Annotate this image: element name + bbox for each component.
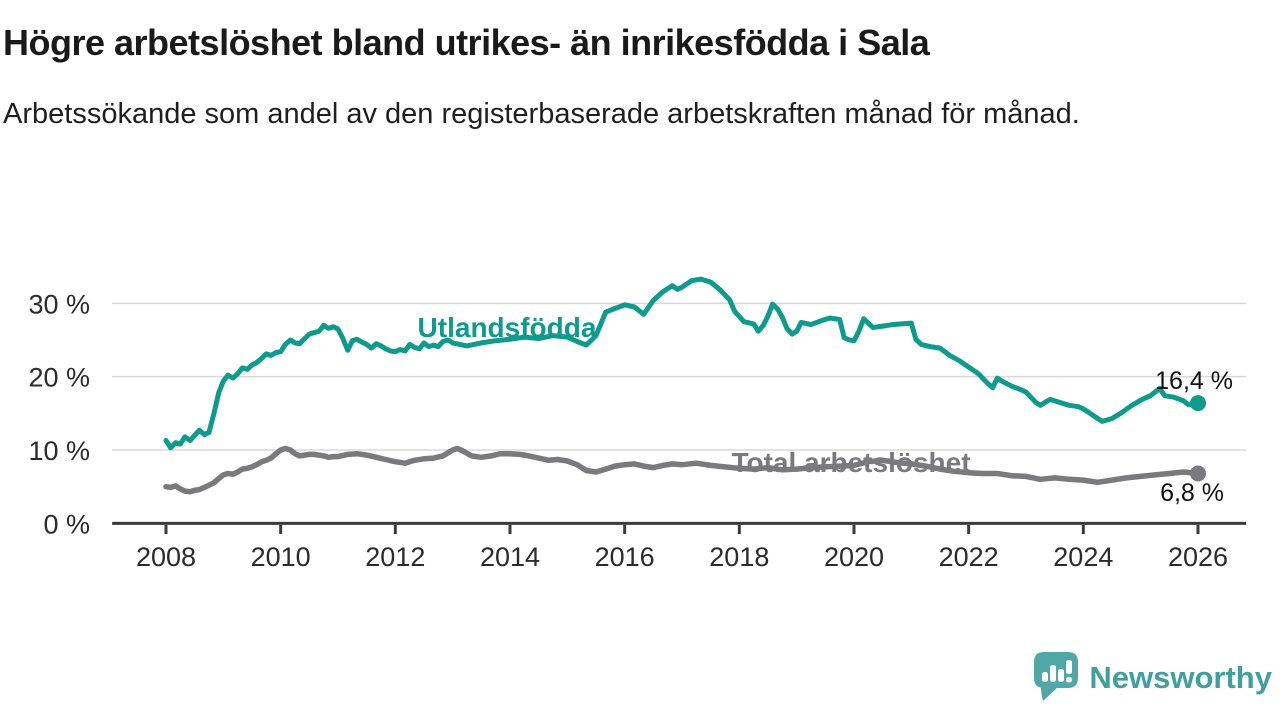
x-tick-label: 2018 bbox=[709, 542, 769, 572]
x-tick-label: 2024 bbox=[1053, 542, 1113, 572]
newsworthy-logo: Newsworthy bbox=[1033, 648, 1272, 708]
newsworthy-logo-text: Newsworthy bbox=[1089, 660, 1272, 695]
x-tick-label: 2022 bbox=[939, 542, 999, 572]
line-series-1 bbox=[163, 445, 1201, 495]
end-value-label-total: 6,8 % bbox=[1160, 479, 1224, 507]
x-tick-label: 2026 bbox=[1168, 542, 1228, 572]
end-dot-series-1 bbox=[1189, 465, 1206, 482]
x-tick-label: 2012 bbox=[365, 542, 425, 572]
y-tick-label: 20 % bbox=[28, 363, 90, 393]
chart-axes-and-lines: 0 % 10 % 20 % 30 % 2008 2010 2012 2014 2016 2018 2… bbox=[28, 276, 1247, 572]
chart-subtitle: Arbetssökande som andel av den registerb… bbox=[3, 98, 1080, 130]
y-tick-label: 0 % bbox=[43, 509, 90, 539]
x-tick-label: 2010 bbox=[251, 542, 311, 572]
chart-header: Högre arbetslöshet bland utrikes- än inr… bbox=[3, 22, 1233, 135]
x-tick-label: 2020 bbox=[824, 542, 884, 572]
end-dot-series-0 bbox=[1189, 395, 1206, 412]
chart-annotations: Utlandsfödda Total arbetslöshet 16,4 % 6… bbox=[418, 312, 1233, 507]
y-tick-label: 30 % bbox=[28, 289, 90, 319]
newsworthy-logo-icon bbox=[1034, 652, 1079, 701]
line-series-0 bbox=[163, 276, 1201, 451]
y-tick-label: 10 % bbox=[28, 436, 90, 466]
x-tick-label: 2014 bbox=[480, 542, 540, 572]
chart-title: Högre arbetslöshet bland utrikes- än inr… bbox=[3, 22, 930, 63]
series-label-utlandsfodda: Utlandsfödda bbox=[418, 312, 597, 343]
end-value-label-utlandsfodda: 16,4 % bbox=[1155, 367, 1233, 395]
x-tick-label: 2016 bbox=[595, 542, 655, 572]
x-tick-label: 2008 bbox=[136, 542, 196, 572]
series-label-total-arbetsloshet: Total arbetslöshet bbox=[731, 447, 970, 478]
